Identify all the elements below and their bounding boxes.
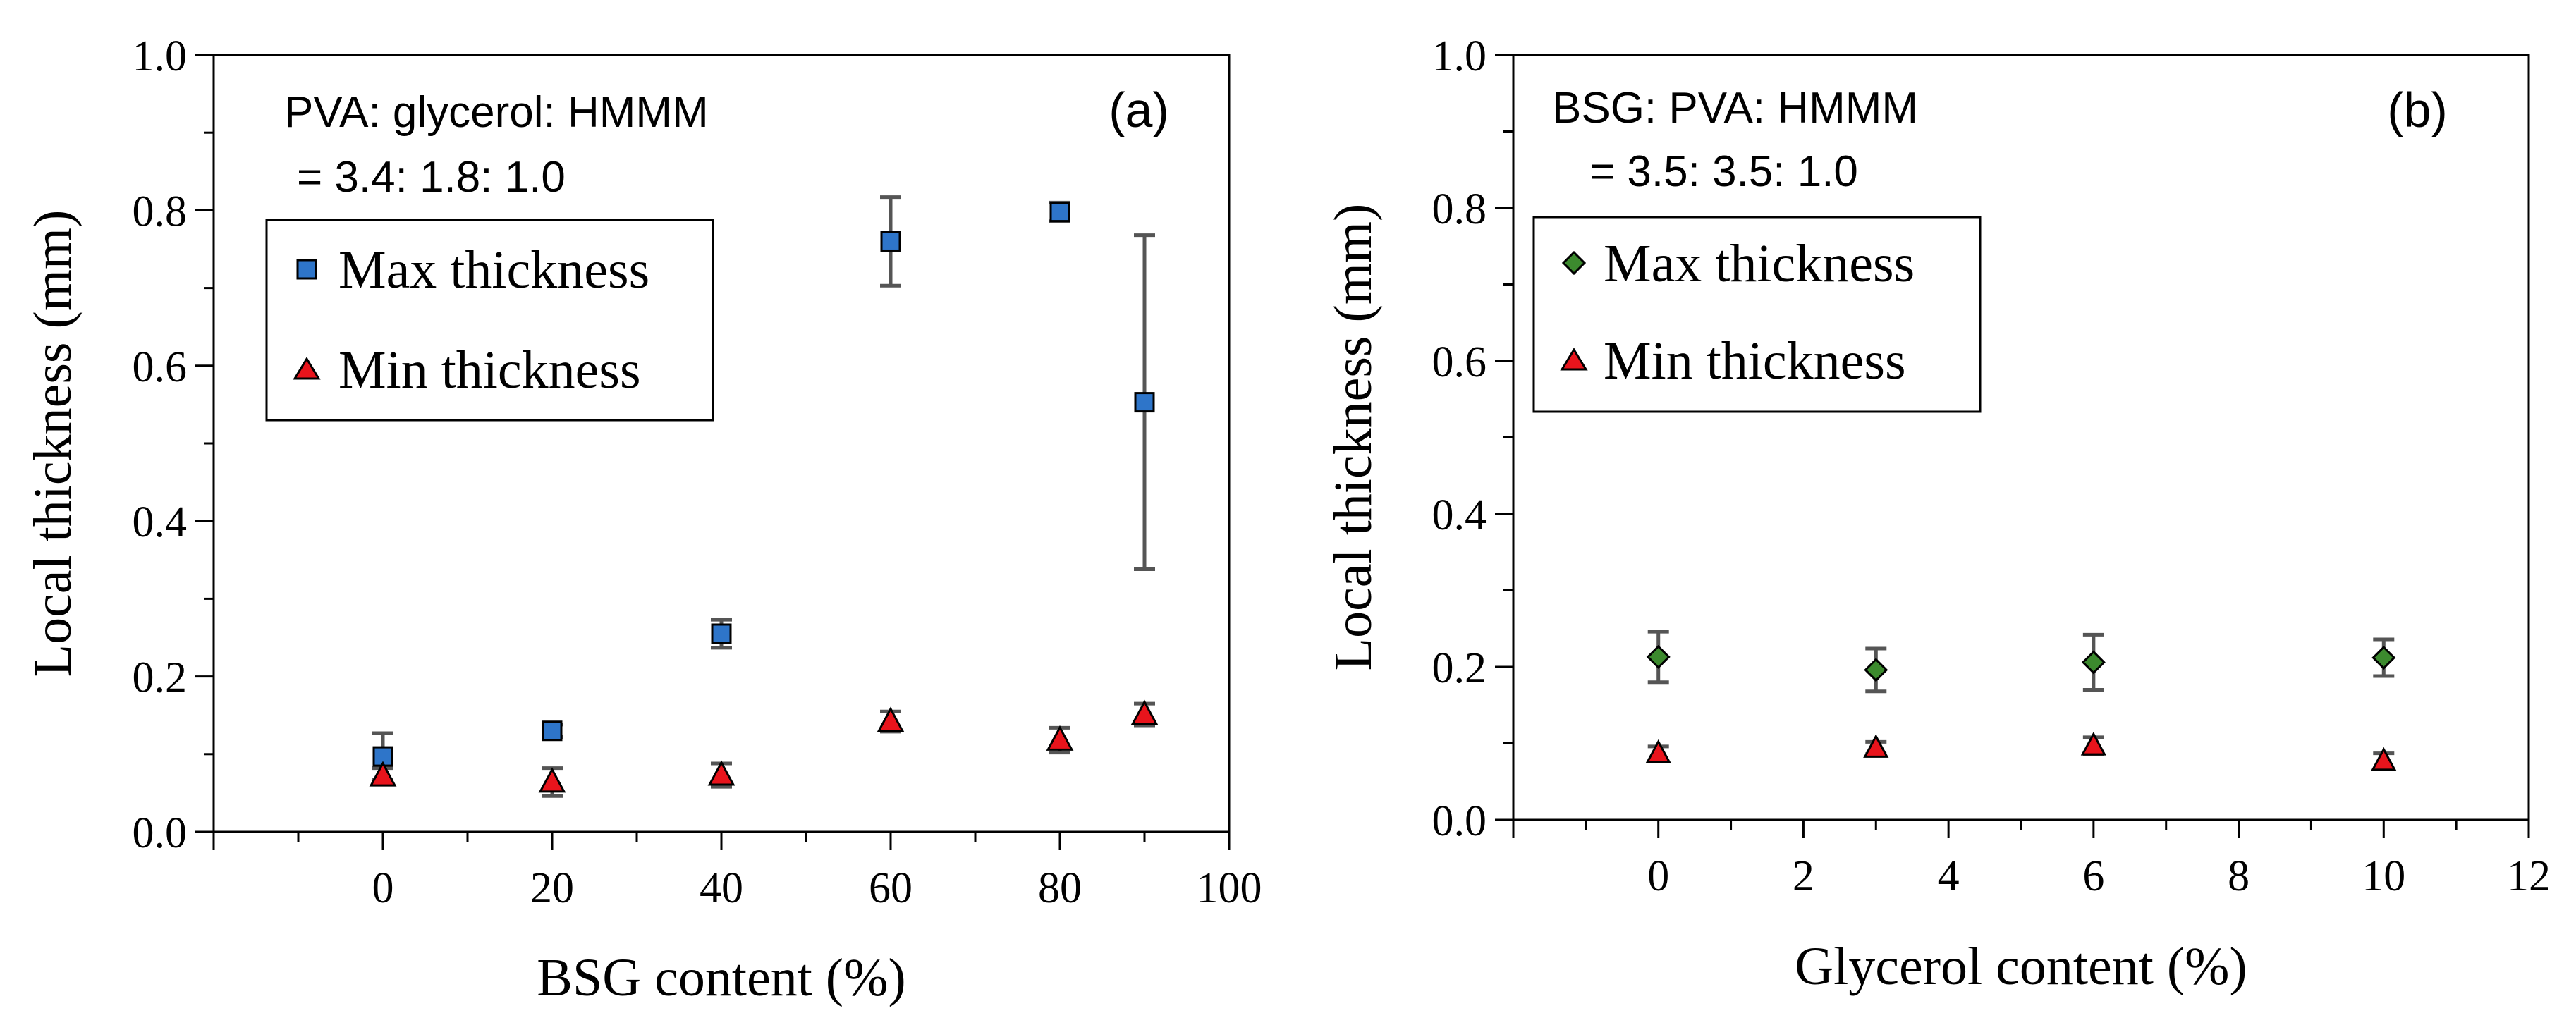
- panel-a: 0 20 40 60 80 100 0.0 0.2 0.4 0.6 0.8 1.0 BSG cont…: [23, 32, 1262, 1007]
- panel-b-max-thickness-point: [1646, 644, 1671, 669]
- panel-a-x-ticks: 0 20 40 60 80 100: [212, 832, 1262, 912]
- panel-a-x-tick-label: 40: [700, 864, 743, 912]
- panel-a-y-ticks: 0.0 0.2 0.4 0.6 0.8 1.0: [133, 32, 214, 857]
- panel-b-max-thickness-point: [2371, 645, 2396, 670]
- panel-a-min-thickness-point: [538, 767, 566, 793]
- panel-b-legend-min-triangle-marker: [1560, 348, 1588, 371]
- panel-b-legend-max-diamond-marker: [1561, 250, 1587, 276]
- panel-b-panel-label: (b): [2387, 82, 2448, 137]
- panel-b-y-ticks: 0.0 0.2 0.4 0.6 0.8 1.0: [1432, 32, 1513, 845]
- panel-a-min-thickness-point: [1130, 699, 1159, 725]
- panel-b-min-thickness-point: [1645, 739, 1671, 763]
- panel-b-data-points: [1645, 644, 2397, 771]
- panel-b-x-tick-label: 6: [2082, 852, 2104, 900]
- panel-a-legend-max-square-marker: [296, 259, 317, 280]
- panel-a-x-tick-label: 60: [869, 864, 912, 912]
- panel-b-min-thickness-point: [2080, 732, 2106, 756]
- panel-a-x-tick-label: 100: [1197, 864, 1262, 912]
- panel-a-max-thickness-point: [1134, 392, 1155, 413]
- panel-b-min-thickness-point: [2371, 747, 2397, 771]
- panel-a-y-axis-title: Local thickness (mm): [23, 210, 83, 677]
- panel-a-x-tick-label: 0: [372, 864, 394, 912]
- panel-a-max-thickness-point: [880, 231, 901, 252]
- panel-a-condition-line-2: = 3.4: 1.8: 1.0: [297, 153, 566, 202]
- panel-a-x-tick-label: 20: [530, 864, 574, 912]
- panel-b-x-tick-label: 8: [2228, 852, 2250, 900]
- panel-a-data-points: [369, 202, 1159, 793]
- panel-a-min-thickness-point: [1046, 725, 1074, 751]
- panel-a-x-axis-title: BSG content (%): [537, 948, 905, 1007]
- panel-b-y-tick-label: 0.2: [1432, 644, 1487, 692]
- panel-b-y-tick-label: 1.0: [1432, 32, 1487, 80]
- panel-b-x-tick-label: 12: [2507, 852, 2551, 900]
- panel-b-x-tick-label: 2: [1793, 852, 1814, 900]
- panel-b-condition-line-1: BSG: PVA: HMMM: [1552, 84, 1918, 133]
- panel-a-y-tick-label: 0.0: [133, 809, 188, 857]
- panel-a-legend-max-label: Max thickness: [338, 240, 649, 300]
- panel-b-legend-min-label: Min thickness: [1604, 331, 1906, 391]
- panel-a-y-tick-label: 0.4: [133, 498, 188, 546]
- panel-a-legend: Max thickness Min thickness: [265, 219, 714, 422]
- panel-b-y-tick-label: 0.6: [1432, 338, 1487, 386]
- panel-b-x-tick-label: 0: [1647, 852, 1669, 900]
- panel-b-max-thickness-point: [2081, 650, 2106, 675]
- panel-a-y-tick-label: 1.0: [133, 32, 188, 80]
- panel-b-legend: Max thickness Min thickness: [1532, 216, 1982, 413]
- panel-a-min-thickness-point: [877, 706, 905, 732]
- panel-b-x-tick-label: 4: [1938, 852, 1960, 900]
- panel-b-max-thickness-point: [1864, 658, 1888, 682]
- panel-b-x-axis-title: Glycerol content (%): [1795, 937, 2247, 996]
- panel-a-panel-label: (a): [1109, 82, 1169, 137]
- panel-a-legend-min-triangle-marker: [293, 357, 321, 380]
- panel-b: 0 2 4 6 8 10 12 0.0 0.2 0.4 0.6 0.8 1.0 Glycerol co…: [1324, 32, 2551, 996]
- panel-a-legend-box: [265, 219, 714, 422]
- panel-b-x-tick-label: 10: [2362, 852, 2405, 900]
- panel-a-x-tick-label: 80: [1038, 864, 1082, 912]
- panel-b-y-axis-title: Local thickness (mm): [1324, 204, 1383, 671]
- panel-b-y-tick-label: 0.0: [1432, 797, 1487, 845]
- panel-b-condition-line-2: = 3.5: 3.5: 1.0: [1589, 147, 1858, 196]
- panel-a-legend-min-label: Min thickness: [338, 340, 641, 400]
- panel-a-condition-line-1: PVA: glycerol: HMMM: [284, 88, 709, 137]
- panel-a-max-thickness-point: [711, 623, 732, 644]
- panel-a-max-thickness-point: [542, 720, 563, 742]
- panel-a-y-tick-label: 0.6: [133, 343, 188, 391]
- panel-b-x-ticks: 0 2 4 6 8 10 12: [1512, 820, 2551, 900]
- panel-b-legend-box: [1532, 216, 1982, 413]
- panel-a-y-tick-label: 0.8: [133, 188, 188, 235]
- panel-a-min-thickness-point: [707, 760, 735, 786]
- panel-b-error-bars: [1647, 630, 2395, 771]
- panel-b-y-tick-label: 0.8: [1432, 185, 1487, 233]
- panel-b-y-tick-label: 0.4: [1432, 491, 1487, 539]
- panel-a-min-thickness-point: [369, 761, 397, 787]
- panel-b-min-thickness-point: [1863, 734, 1889, 758]
- panel-a-y-tick-label: 0.2: [133, 654, 188, 702]
- panel-b-legend-max-label: Max thickness: [1604, 234, 1915, 293]
- panel-a-max-thickness-point: [1049, 202, 1070, 223]
